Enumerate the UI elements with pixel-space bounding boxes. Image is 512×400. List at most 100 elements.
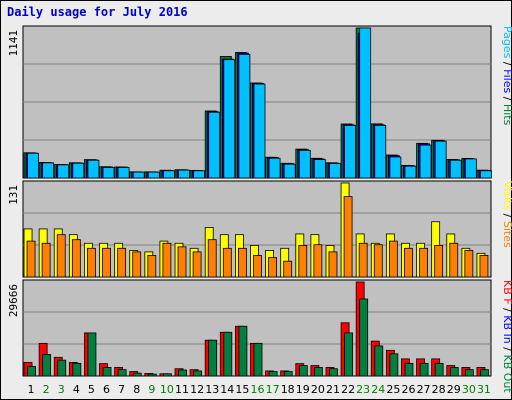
visits-sites-bar-sites-14 — [222, 247, 232, 278]
visits-sites-bar-sites-16 — [253, 255, 262, 278]
visits-sites-bar-sites-17 — [268, 257, 277, 278]
visits-sites-bar-sites-1 — [26, 240, 36, 278]
visits-sites-bar-sites-18 — [283, 260, 293, 278]
visits-sites-legend: Visits / Sites — [501, 181, 512, 248]
kbf-kbin-kbout-bar-kb-out-23 — [359, 298, 369, 377]
pages-files-hits-bar-pages-7 — [117, 167, 130, 179]
legend-kb-f: KB F — [501, 280, 512, 305]
visits-sites-bar-sites-28 — [434, 245, 444, 278]
kbf-kbin-kbout-bar-kb-out-10 — [163, 373, 172, 377]
kbf-kbin-kbout-bar-kb-out-5 — [87, 332, 97, 377]
legend-sites: Sites — [501, 221, 512, 248]
kbf-kbin-kbout-bar-kb-out-1 — [27, 366, 36, 377]
legend-hits: Hits — [501, 104, 512, 126]
pages-files-hits-bar-pages-17 — [268, 157, 281, 179]
visits-sites-bar-sites-8 — [132, 251, 142, 278]
visits-sites-bar-sites-21 — [328, 251, 338, 278]
visits-sites-bar-sites-15 — [238, 247, 247, 278]
x-tick-label-1: 1 — [28, 383, 35, 396]
kbf-kbin-kbout-bar-kb-out-2 — [42, 354, 52, 377]
visits-sites-bar-sites-6 — [102, 247, 111, 278]
x-tick-label-22: 22 — [341, 383, 355, 396]
pages-files-hits-bar-pages-31 — [480, 170, 492, 179]
kbf-kbin-kbout-bar-kb-out-17 — [268, 371, 278, 377]
pages-files-hits-bar-pages-28 — [434, 140, 447, 179]
x-tick-label-11: 11 — [175, 383, 189, 396]
x-tick-label-6: 6 — [103, 383, 110, 396]
x-tick-label-24: 24 — [371, 383, 385, 396]
kbf-kbin-kbout-bar-kb-out-30 — [464, 369, 474, 377]
kbf-kbin-kbout-bar-kb-out-31 — [480, 369, 489, 377]
visits-sites-bar-sites-26 — [404, 247, 413, 278]
x-tick-label-8: 8 — [133, 383, 140, 396]
x-tick-label-14: 14 — [220, 383, 234, 396]
pages-files-hits-bar-pages-15 — [238, 54, 251, 179]
visits-sites-bar-sites-19 — [298, 245, 308, 278]
kbf-kbin-kbout-bar-kb-out-25 — [389, 353, 399, 377]
x-tick-label-27: 27 — [417, 383, 431, 396]
x-tick-label-30: 30 — [462, 383, 476, 396]
x-tick-label-16: 16 — [251, 383, 265, 396]
pages-files-hits-bar-pages-6 — [102, 167, 115, 179]
kbf-kbin-kbout-bar-kb-out-7 — [117, 369, 127, 377]
kbf-kbin-kbout-bar-kb-out-24 — [374, 345, 384, 377]
x-tick-label-29: 29 — [447, 383, 461, 396]
pages-files-hits-bar-pages-10 — [163, 170, 175, 179]
legend-separator: / — [501, 58, 512, 69]
kbf-kbin-kbout-bar-kb-out-3 — [57, 359, 67, 377]
kbf-kbin-kbout-legend: KB F / KB In / KB Out — [501, 280, 512, 393]
pages-files-hits-bar-pages-3 — [57, 164, 70, 179]
x-tick-label-28: 28 — [432, 383, 446, 396]
legend-separator: / — [501, 344, 512, 355]
visits-sites-bar-sites-2 — [41, 242, 51, 278]
x-tick-label-18: 18 — [281, 383, 295, 396]
x-tick-label-26: 26 — [401, 383, 415, 396]
pages-files-hits-bar-pages-12 — [193, 170, 206, 179]
pages-files-hits-bar-pages-26 — [404, 165, 417, 179]
kbf-kbin-kbout-bar-kb-out-18 — [283, 371, 293, 377]
pages-files-hits-bar-pages-19 — [298, 149, 311, 179]
pages-files-hits-bar-pages-25 — [389, 156, 402, 179]
kbf-kbin-kbout-bar-kb-out-12 — [193, 370, 203, 377]
kbf-kbin-kbout-bar-kb-out-20 — [313, 367, 323, 377]
kbf-kbin-kbout-bar-kb-out-22 — [344, 332, 353, 377]
pages-files-hits-bar-pages-8 — [132, 171, 145, 179]
kbf-kbin-kbout-bar-kb-out-19 — [298, 365, 308, 377]
x-tick-label-23: 23 — [356, 383, 370, 396]
pages-files-hits-bar-pages-16 — [253, 83, 266, 179]
x-tick-label-15: 15 — [235, 383, 249, 396]
visits-sites-bar-sites-7 — [117, 247, 127, 278]
pages-files-hits-bar-pages-27 — [419, 144, 432, 179]
x-tick-label-3: 3 — [58, 383, 65, 396]
visits-sites-bar-sites-29 — [449, 242, 459, 278]
x-tick-label-12: 12 — [190, 383, 204, 396]
pages-files-hits-max-label: 1141 — [7, 30, 20, 57]
kbf-kbin-kbout-bar-kb-out-13 — [208, 339, 218, 377]
visits-sites-bar-sites-10 — [162, 242, 172, 278]
chart-title: Daily usage for July 2016 — [7, 5, 188, 19]
legend-pages: Pages — [501, 26, 512, 59]
pages-files-hits-bar-pages-14 — [223, 59, 236, 179]
kbf-kbin-kbout-bar-kb-out-26 — [404, 362, 414, 377]
legend-separator: / — [501, 305, 512, 316]
kbf-kbin-kbout-bar-kb-out-27 — [419, 362, 429, 377]
kbf-kbin-kbout-bar-kb-out-21 — [329, 368, 338, 377]
legend-kb-out: KB Out — [501, 354, 512, 393]
visits-sites-bar-sites-9 — [147, 255, 157, 278]
x-tick-label-31: 31 — [477, 383, 491, 396]
kbf-kbin-kbout-bar-kb-out-15 — [238, 325, 248, 377]
pages-files-hits-bar-pages-22 — [344, 125, 356, 179]
visits-sites-bar-sites-31 — [479, 255, 489, 278]
x-tick-label-7: 7 — [118, 383, 125, 396]
pages-files-hits-bar-pages-4 — [72, 162, 85, 179]
x-tick-label-19: 19 — [296, 383, 310, 396]
pages-files-hits-bar-pages-18 — [283, 163, 296, 179]
x-tick-label-9: 9 — [148, 383, 155, 396]
kbf-kbin-kbout-bar-kb-out-9 — [147, 373, 157, 377]
x-tick-label-5: 5 — [88, 383, 95, 396]
legend-visits: Visits — [501, 181, 512, 210]
pages-files-hits-legend: Pages / Files / Hits — [501, 26, 512, 126]
pages-files-hits-bar-pages-13 — [208, 111, 221, 179]
pages-files-hits-bar-pages-1 — [27, 152, 39, 179]
